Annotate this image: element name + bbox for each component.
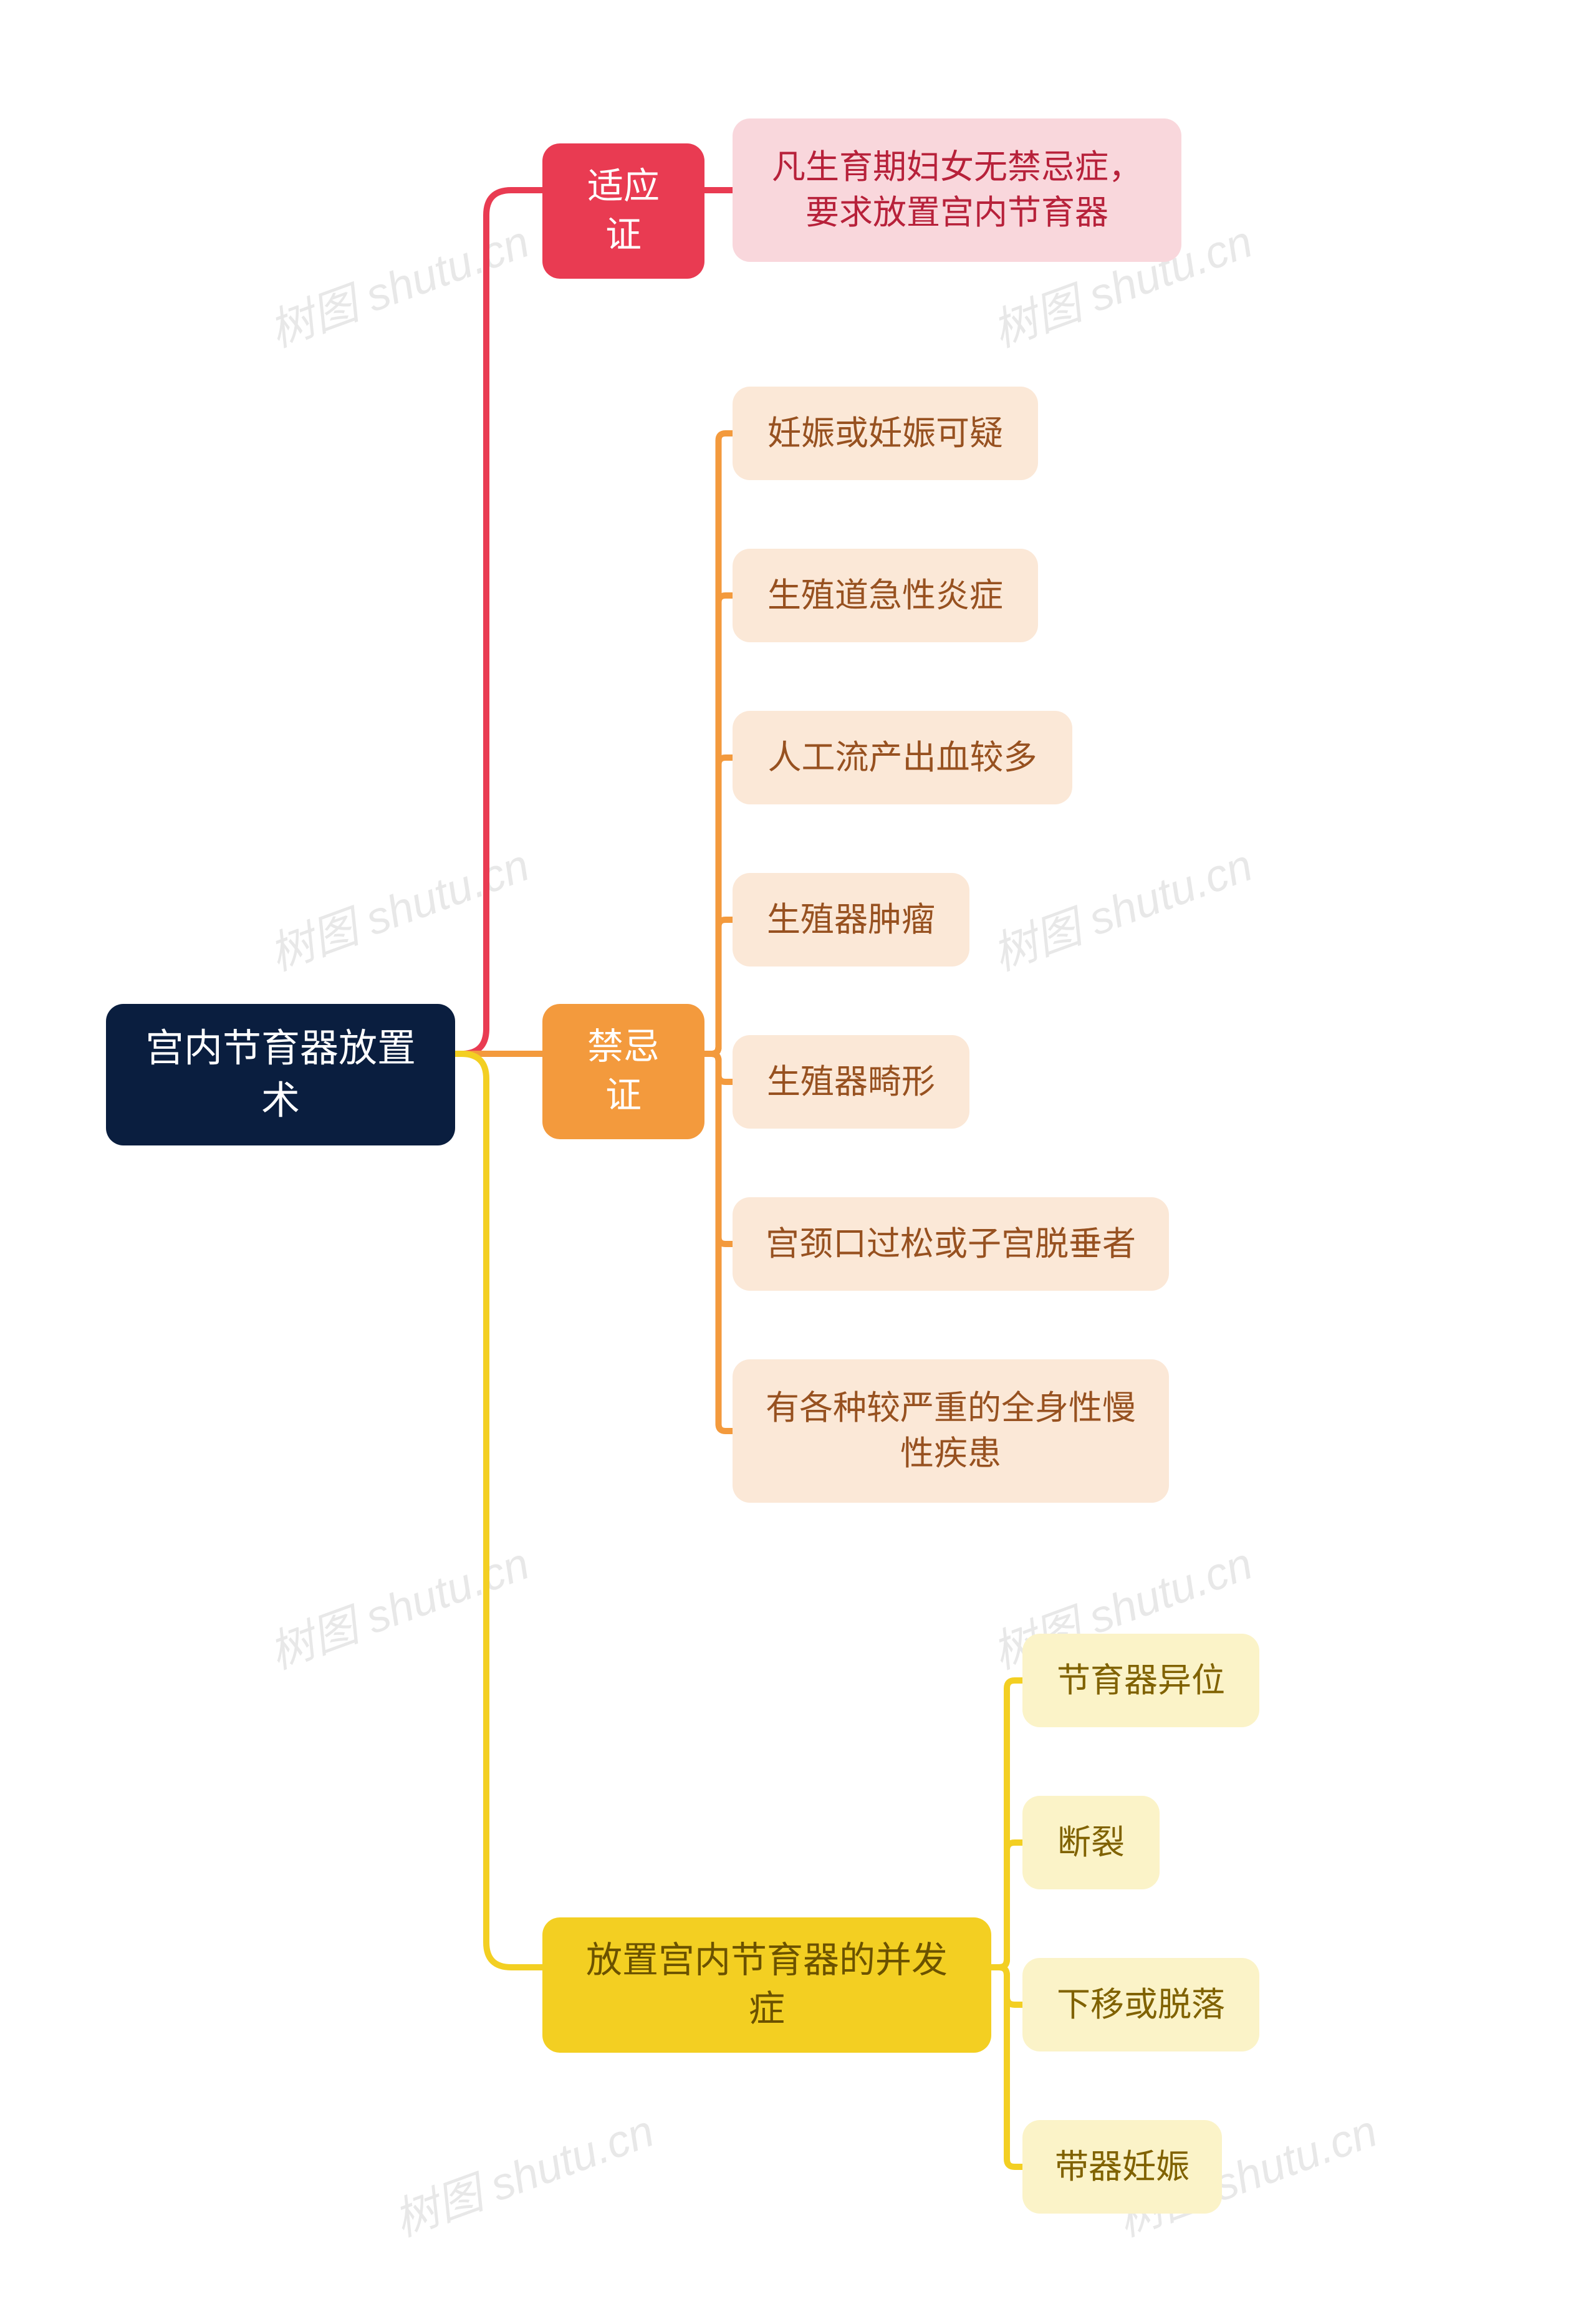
watermark: 树图 shutu.cn <box>259 205 537 360</box>
connector <box>704 595 733 1054</box>
leaf-node-b2c2-label: 生殖道急性炎症 <box>767 573 1003 619</box>
watermark: 树图 shutu.cn <box>259 1527 537 1682</box>
connector <box>991 1967 1022 2167</box>
watermark: 树图 shutu.cn <box>383 2094 661 2249</box>
leaf-node-b3c1-label: 节育器异位 <box>1057 1658 1225 1704</box>
leaf-node-b3c2: 断裂 <box>1022 1796 1160 1889</box>
mindmap-canvas: 树图 shutu.cn 树图 shutu.cn 树图 shutu.cn 树图 shut… <box>0 0 1596 2309</box>
leaf-node-b3c3: 下移或脱落 <box>1022 1958 1259 2051</box>
leaf-node-b2c7: 有各种较严重的全身性慢 性疾患 <box>733 1359 1169 1503</box>
leaf-node-b2c6: 宫颈口过松或子宫脱垂者 <box>733 1197 1169 1291</box>
leaf-node-b3c4: 带器妊娠 <box>1022 2120 1222 2214</box>
root-node: 宫内节育器放置术 <box>106 1004 455 1145</box>
watermark: 树图 shutu.cn <box>259 829 537 983</box>
leaf-node-b2c1-label: 妊娠或妊娠可疑 <box>767 411 1003 456</box>
branch-node-b2-label: 禁忌证 <box>572 1023 675 1121</box>
leaf-node-b1c1-label: 凡生育期妇女无禁忌症， 要求放置宫内节育器 <box>772 145 1142 236</box>
leaf-node-b2c3-label: 人工流产出血较多 <box>768 735 1037 781</box>
leaf-node-b2c7-label: 有各种较严重的全身性慢 性疾患 <box>766 1386 1136 1477</box>
connector <box>991 1680 1022 1967</box>
connector <box>455 1054 542 1967</box>
leaf-node-b2c5-label: 生殖器畸形 <box>767 1059 935 1105</box>
leaf-node-b2c2: 生殖道急性炎症 <box>733 549 1038 642</box>
leaf-node-b3c1: 节育器异位 <box>1022 1634 1259 1727</box>
branch-node-b1: 适应证 <box>542 143 704 279</box>
leaf-node-b2c1: 妊娠或妊娠可疑 <box>733 387 1038 480</box>
leaf-node-b3c2-label: 断裂 <box>1057 1820 1125 1866</box>
connector <box>704 433 733 1054</box>
connector <box>704 920 733 1054</box>
leaf-node-b3c3-label: 下移或脱落 <box>1057 1982 1225 2028</box>
root-node-label: 宫内节育器放置术 <box>136 1023 425 1127</box>
branch-node-b2: 禁忌证 <box>542 1004 704 1139</box>
leaf-node-b2c6-label: 宫颈口过松或子宫脱垂者 <box>766 1222 1136 1267</box>
leaf-node-b2c3: 人工流产出血较多 <box>733 711 1072 804</box>
watermark: 树图 shutu.cn <box>982 829 1260 983</box>
leaf-node-b3c4-label: 带器妊娠 <box>1055 2144 1190 2190</box>
leaf-node-b2c4: 生殖器肿瘤 <box>733 873 969 967</box>
connector <box>455 190 542 1054</box>
leaf-node-b2c5: 生殖器畸形 <box>733 1035 969 1129</box>
branch-node-b3: 放置宫内节育器的并发症 <box>542 1917 991 2053</box>
leaf-node-b1c1: 凡生育期妇女无禁忌症， 要求放置宫内节育器 <box>733 118 1181 262</box>
connector <box>991 1967 1022 2005</box>
connector <box>704 758 733 1054</box>
connector <box>704 1054 733 1082</box>
connector <box>704 1054 733 1244</box>
branch-node-b3-label: 放置宫内节育器的并发症 <box>572 1936 961 2034</box>
connector <box>704 1054 733 1431</box>
leaf-node-b2c4-label: 生殖器肿瘤 <box>767 897 935 943</box>
branch-node-b1-label: 适应证 <box>572 162 675 260</box>
connector <box>991 1843 1022 1967</box>
